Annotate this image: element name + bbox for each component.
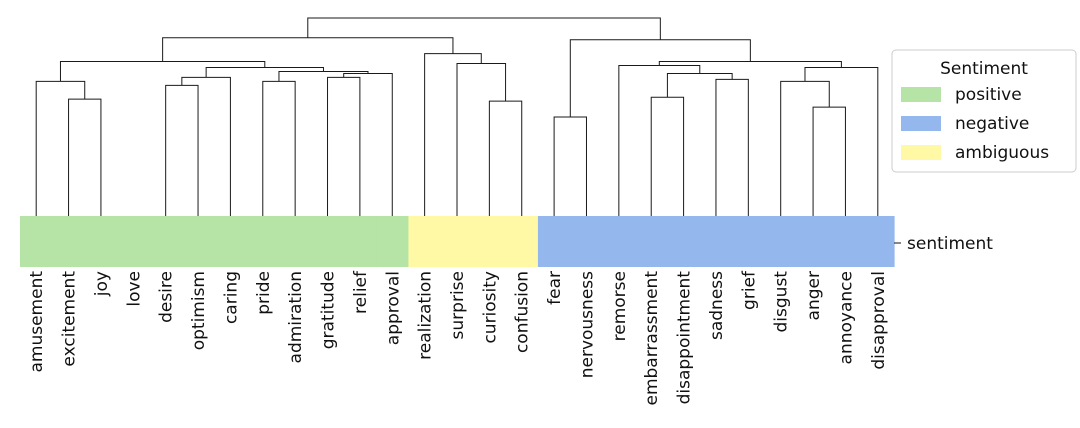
legend-label-ambiguous: ambiguous [955, 143, 1049, 163]
dendrogram-link-0 [68, 98, 102, 216]
strip-cell-anger [796, 216, 830, 267]
dendrogram-link-24 [307, 17, 661, 40]
legend-title: Sentiment [940, 59, 1028, 79]
dendrogram-link-12 [424, 53, 482, 216]
leaf-label-nervousness: nervousness [577, 271, 597, 378]
dendrogram-link-10 [488, 100, 523, 216]
legend-frame [891, 49, 1077, 173]
sentiment-color-strip [20, 216, 895, 267]
leaf-label-relief: relief [351, 270, 371, 314]
legend-swatch-ambiguous [901, 145, 941, 160]
strip-cell-curiosity [473, 216, 507, 267]
leaf-labels: amusement excitement joy love desire optimism… [27, 270, 889, 406]
strip-cell-surprise [440, 216, 474, 267]
strip-cell-disappointment [667, 216, 701, 267]
strip-cell-caring [214, 216, 248, 267]
legend-swatch-negative [901, 116, 941, 131]
strip-cell-desire [149, 216, 183, 267]
strip-cell-confusion [505, 216, 539, 267]
strip-cell-pride [246, 216, 280, 267]
dendrogram-link-9 [59, 61, 266, 82]
leaf-label-approval: approval [383, 271, 403, 345]
dendrogram-link-1 [35, 80, 86, 216]
strip-cell-relief [343, 216, 377, 267]
dendrogram-link-8 [205, 67, 324, 78]
dendrogram-link-16 [715, 78, 749, 216]
strip-cell-approval [376, 216, 410, 267]
strip-cell-joy [84, 216, 118, 267]
strip-cell-embarrassment [635, 216, 669, 267]
leaf-label-disgust: disgust [772, 271, 792, 333]
dendrogram-link-2 [165, 84, 199, 216]
legend-label-negative: negative [955, 114, 1029, 134]
leaf-label-sadness: sadness [707, 271, 727, 340]
dendrogram-link-20 [780, 80, 830, 216]
leaf-label-caring: caring [221, 271, 241, 324]
dendrogram-link-13 [162, 37, 454, 62]
strip-cell-nervousness [570, 216, 604, 267]
leaf-label-disapproval: disapproval [869, 271, 889, 370]
leaf-label-desire: desire [157, 271, 177, 323]
strip-cell-fear [537, 216, 571, 267]
legend-swatch-positive [901, 87, 941, 102]
dendrogram-link-15 [650, 96, 685, 216]
strip-cell-remorse [602, 216, 636, 267]
leaf-label-pride: pride [254, 271, 274, 315]
leaf-label-fear: fear [545, 271, 565, 305]
leaf-label-admiration: admiration [286, 271, 306, 363]
dendrogram-link-22 [658, 61, 842, 68]
leaf-label-surprise: surprise [448, 271, 468, 339]
leaf-label-optimism: optimism [189, 271, 209, 350]
leaf-label-joy: joy [92, 271, 112, 297]
dendrogram-links [35, 17, 879, 216]
leaf-label-disappointment: disappointment [675, 271, 695, 405]
strip-cell-excitement [52, 216, 86, 267]
strip-cell-amusement [20, 216, 53, 267]
strip-cell-grief [732, 216, 766, 267]
leaf-label-remorse: remorse [610, 271, 630, 341]
leaf-label-love: love [124, 271, 144, 307]
dendrogram-link-18 [618, 65, 701, 216]
leaf-label-annoyance: annoyance [836, 271, 856, 364]
leaf-label-grief: grief [739, 270, 759, 310]
dendrogram-link-14 [553, 116, 587, 216]
strip-cell-love [117, 216, 151, 267]
leaf-label-excitement: excitement [60, 271, 80, 367]
leaf-label-curiosity: curiosity [480, 271, 500, 344]
strip-cell-admiration [278, 216, 312, 267]
dendrogram-link-23 [569, 39, 751, 117]
strip-cell-optimism [181, 216, 215, 267]
leaf-label-anger: anger [804, 271, 824, 320]
leaf-label-embarrassment: embarrassment [642, 271, 662, 406]
strip-cell-realization [408, 216, 442, 267]
legend-label-positive: positive [955, 85, 1022, 105]
dendrogram-link-19 [812, 106, 846, 216]
dendrogram-link-17 [666, 72, 733, 98]
strip-cell-gratitude [311, 216, 345, 267]
leaf-label-amusement: amusement [27, 271, 47, 373]
legend: Sentiment positive negative ambiguous [891, 49, 1077, 173]
dendrogram-link-3 [181, 76, 231, 216]
legend-entries: positive negative ambiguous [901, 85, 1049, 163]
dendrogram-link-11 [456, 63, 507, 216]
row-label-sentiment: sentiment [907, 234, 993, 254]
leaf-label-realization: realization [416, 271, 436, 360]
strip-cell-disapproval [861, 216, 895, 267]
dendrogram-link-5 [327, 76, 361, 216]
leaf-label-confusion: confusion [513, 271, 533, 353]
leaf-label-gratitude: gratitude [319, 271, 339, 349]
strip-cell-disgust [764, 216, 798, 267]
strip-cell-annoyance [829, 216, 863, 267]
dendrogram-link-21 [804, 67, 879, 216]
dendrogram-link-4 [262, 80, 296, 216]
dendrogram-link-6 [343, 72, 393, 216]
strip-cell-sadness [699, 216, 733, 267]
